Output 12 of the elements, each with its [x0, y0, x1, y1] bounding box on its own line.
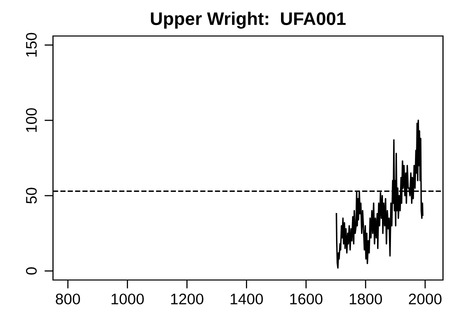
chart-title: Upper Wright: UFA001 — [150, 12, 346, 29]
x-tick-label: 1000 — [112, 294, 144, 304]
y-tick-label: 100 — [26, 108, 37, 132]
x-tick-label: 2000 — [408, 294, 442, 304]
x-tick-label: 1400 — [230, 294, 263, 304]
x-tick-label: 1200 — [171, 294, 204, 304]
y-tick-label: 150 — [26, 32, 37, 57]
y-tick-label: 0 — [26, 267, 37, 275]
x-tick-label: 800 — [56, 294, 80, 304]
x-tick-label: 1600 — [290, 294, 322, 304]
x-tick-label: 1800 — [350, 294, 382, 304]
y-tick-label: 50 — [26, 188, 37, 204]
